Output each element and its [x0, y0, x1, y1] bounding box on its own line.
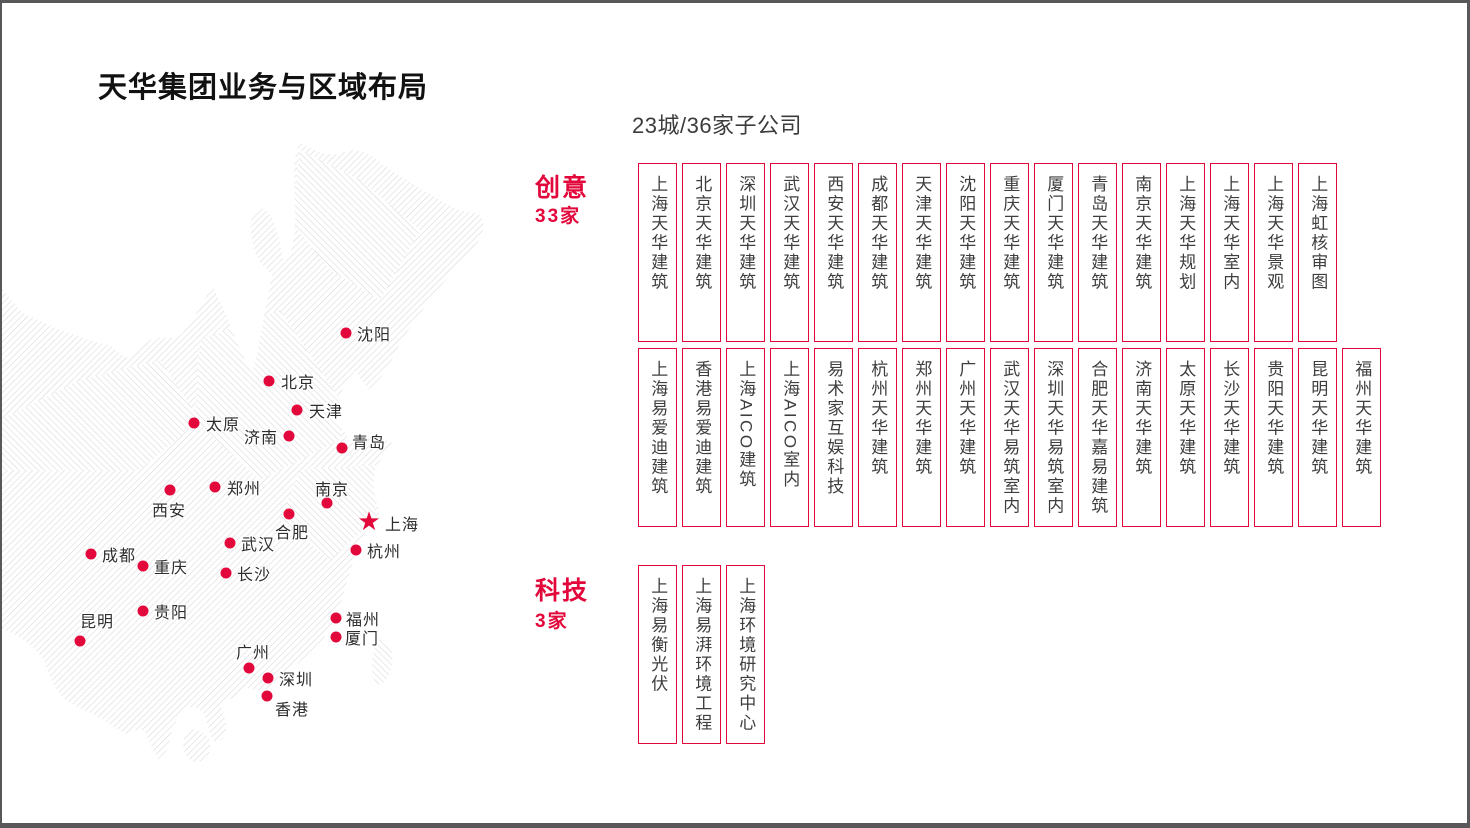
subsidiary-count: 23城/36家子公司	[632, 113, 803, 138]
company-box: 成都天华建筑	[858, 163, 897, 342]
company-name: 长沙天华建筑	[1220, 360, 1240, 477]
company-name: 武汉天华建筑	[780, 175, 800, 292]
company-name: 合肥天华嘉易建筑	[1088, 360, 1108, 516]
company-name: 成都天华建筑	[868, 175, 888, 292]
company-name: 香港易爱迪建筑	[692, 360, 712, 497]
taiwan-island	[372, 637, 393, 685]
company-name: 重庆天华建筑	[1000, 175, 1020, 292]
company-box: 上海AICO室内	[770, 348, 809, 527]
company-name: 贵阳天华建筑	[1264, 360, 1284, 477]
company-name: 西安天华建筑	[824, 175, 844, 292]
company-name: 上海易衡光伏	[648, 577, 668, 694]
company-name: 上海AICO建筑	[736, 360, 756, 490]
company-box: 青岛天华建筑	[1078, 163, 1117, 342]
frame-border-bottom	[0, 823, 1470, 828]
company-box: 天津天华建筑	[902, 163, 941, 342]
company-name: 上海天华建筑	[648, 175, 668, 292]
company-box: 上海易衡光伏	[638, 565, 677, 744]
company-name: 广州天华建筑	[956, 360, 976, 477]
company-box: 西安天华建筑	[814, 163, 853, 342]
frame-border-left	[0, 0, 2, 828]
company-box: 深圳天华建筑	[726, 163, 765, 342]
company-name: 上海AICO室内	[780, 360, 800, 490]
company-box: 北京天华建筑	[682, 163, 721, 342]
creative-row-2: 上海易爱迪建筑 香港易爱迪建筑 上海AICO建筑 上海AICO室内 易术家互娱科技 杭州天…	[638, 348, 1381, 527]
frame-border-right	[1467, 0, 1470, 828]
creative-row-1: 上海天华建筑 北京天华建筑 深圳天华建筑 武汉天华建筑 西安天华建筑 成都天华建筑 天津天华…	[638, 163, 1337, 342]
company-name: 青岛天华建筑	[1088, 175, 1108, 292]
company-box: 济南天华建筑	[1122, 348, 1161, 527]
company-name: 北京天华建筑	[692, 175, 712, 292]
company-name: 上海易湃环境工程	[692, 577, 712, 733]
company-name: 杭州天华建筑	[868, 360, 888, 477]
company-box: 上海易爱迪建筑	[638, 348, 677, 527]
page-title: 天华集团业务与区域布局	[98, 72, 429, 104]
company-name: 沈阳天华建筑	[956, 175, 976, 292]
company-name: 上海天华景观	[1264, 175, 1284, 292]
company-box: 沈阳天华建筑	[946, 163, 985, 342]
hainan-island	[183, 729, 211, 762]
frame-border-top	[0, 0, 1470, 3]
company-name: 深圳天华建筑	[736, 175, 756, 292]
company-box: 上海易湃环境工程	[682, 565, 721, 744]
company-name: 南京天华建筑	[1132, 175, 1152, 292]
company-box: 武汉天华易筑室内	[990, 348, 1029, 527]
company-box: 深圳天华易筑室内	[1034, 348, 1073, 527]
company-name: 厦门天华建筑	[1044, 175, 1064, 292]
company-box: 上海天华景观	[1254, 163, 1293, 342]
company-box: 上海天华建筑	[638, 163, 677, 342]
tech-row-1: 上海易衡光伏 上海易湃环境工程 上海环境研究中心	[638, 565, 765, 744]
company-box: 合肥天华嘉易建筑	[1078, 348, 1117, 527]
company-box: 重庆天华建筑	[990, 163, 1029, 342]
section-label-tech: 科技	[535, 577, 590, 605]
company-box: 香港易爱迪建筑	[682, 348, 721, 527]
company-name: 上海天华室内	[1220, 175, 1240, 292]
china-map	[0, 142, 484, 762]
section-count-tech: 3家	[535, 611, 569, 632]
company-name: 上海环境研究中心	[736, 577, 756, 733]
company-box: 上海天华规划	[1166, 163, 1205, 342]
company-name: 济南天华建筑	[1132, 360, 1152, 477]
company-box: 厦门天华建筑	[1034, 163, 1073, 342]
company-name: 深圳天华易筑室内	[1044, 360, 1064, 516]
company-box: 贵阳天华建筑	[1254, 348, 1293, 527]
section-label-creative: 创意	[535, 174, 590, 202]
company-name: 郑州天华建筑	[912, 360, 932, 477]
company-name: 易术家互娱科技	[824, 360, 844, 497]
company-box: 广州天华建筑	[946, 348, 985, 527]
company-name: 上海天华规划	[1176, 175, 1196, 292]
company-box: 昆明天华建筑	[1298, 348, 1337, 527]
company-box: 上海AICO建筑	[726, 348, 765, 527]
company-box: 福州天华建筑	[1342, 348, 1381, 527]
company-box: 杭州天华建筑	[858, 348, 897, 527]
company-box: 易术家互娱科技	[814, 348, 853, 527]
company-box: 上海虹核审图	[1298, 163, 1337, 342]
company-name: 武汉天华易筑室内	[1000, 360, 1020, 516]
company-box: 长沙天华建筑	[1210, 348, 1249, 527]
company-name: 上海易爱迪建筑	[648, 360, 668, 497]
company-box: 郑州天华建筑	[902, 348, 941, 527]
company-box: 上海天华室内	[1210, 163, 1249, 342]
company-box: 武汉天华建筑	[770, 163, 809, 342]
company-box: 南京天华建筑	[1122, 163, 1161, 342]
company-name: 昆明天华建筑	[1308, 360, 1328, 477]
section-count-creative: 33家	[535, 206, 582, 227]
company-box: 太原天华建筑	[1166, 348, 1205, 527]
company-name: 太原天华建筑	[1176, 360, 1196, 477]
company-box: 上海环境研究中心	[726, 565, 765, 744]
company-name: 天津天华建筑	[912, 175, 932, 292]
company-name: 上海虹核审图	[1308, 175, 1328, 292]
company-name: 福州天华建筑	[1352, 360, 1372, 477]
